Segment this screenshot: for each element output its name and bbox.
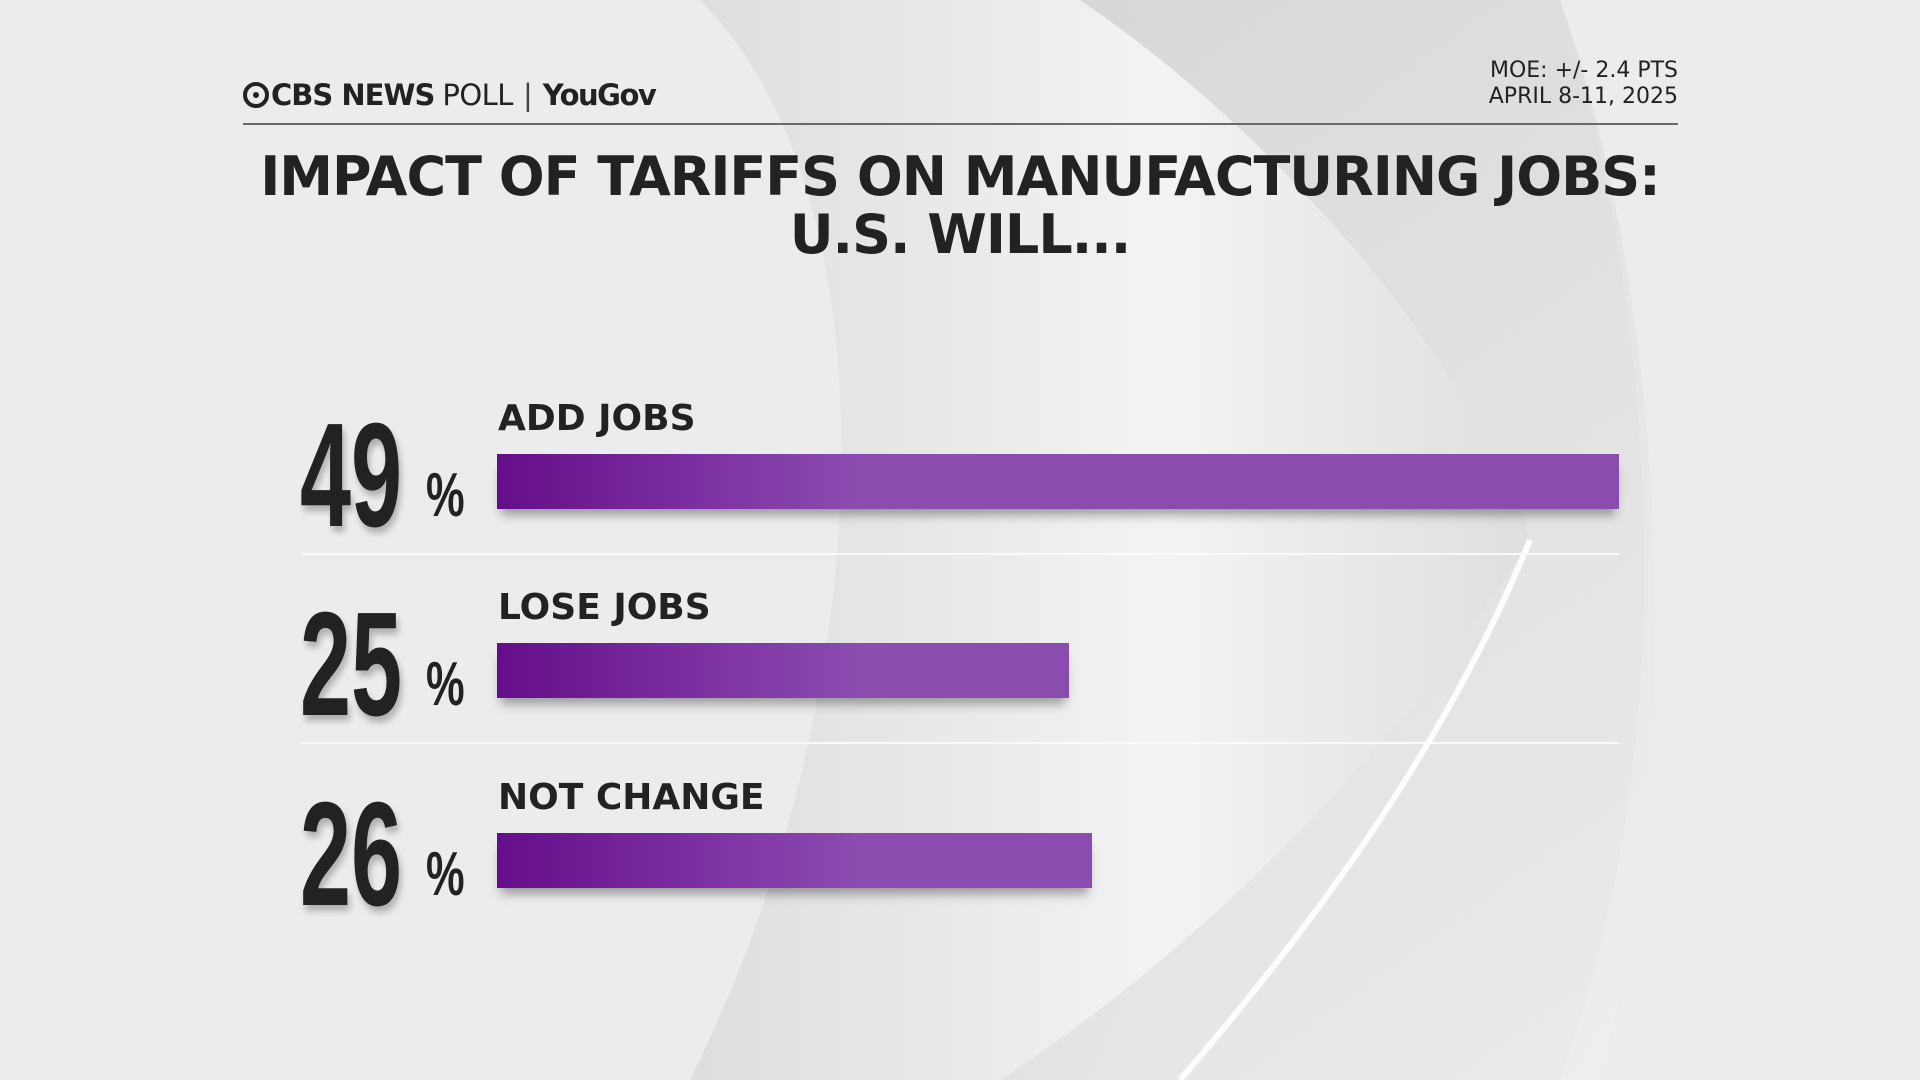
value-label: 26	[300, 772, 403, 937]
cbs-news-poll-logo: CBS NEWS POLL | YouGov	[243, 78, 657, 112]
category-label: ADD JOBS	[498, 398, 696, 439]
subtitle-line: U.S. WILL...	[789, 203, 1132, 266]
cbs-eye-icon	[243, 82, 269, 108]
brand-name: CBS NEWS	[271, 78, 435, 112]
bar-lose-jobs	[497, 643, 1070, 698]
logo-separator: |	[522, 78, 533, 112]
brand-suffix: POLL	[442, 78, 513, 112]
chart-title: IMPACT OF TARIFFS ON MANUFACTURING JOBS:…	[0, 148, 1920, 264]
header-rule	[243, 123, 1678, 125]
row-divider	[301, 553, 1619, 555]
category-label: NOT CHANGE	[498, 777, 765, 818]
partner-logo: YouGov	[542, 78, 657, 112]
title-line: IMPACT OF TARIFFS ON MANUFACTURING JOBS:	[260, 145, 1661, 208]
value-label: 25	[300, 582, 403, 747]
category-label: LOSE JOBS	[498, 587, 711, 628]
bar-add-jobs	[497, 454, 1619, 509]
percent-sign: %	[426, 650, 465, 719]
poll-info: MOE: +/- 2.4 PTS APRIL 8-11, 2025	[1489, 58, 1678, 110]
row-divider	[301, 742, 1619, 744]
percent-sign: %	[426, 840, 465, 909]
margin-of-error: MOE: +/- 2.4 PTS	[1489, 58, 1678, 83]
poll-dates: APRIL 8-11, 2025	[1488, 84, 1678, 109]
bar-not-change	[497, 833, 1093, 888]
value-label: 49	[300, 393, 403, 558]
percent-sign: %	[426, 461, 465, 530]
